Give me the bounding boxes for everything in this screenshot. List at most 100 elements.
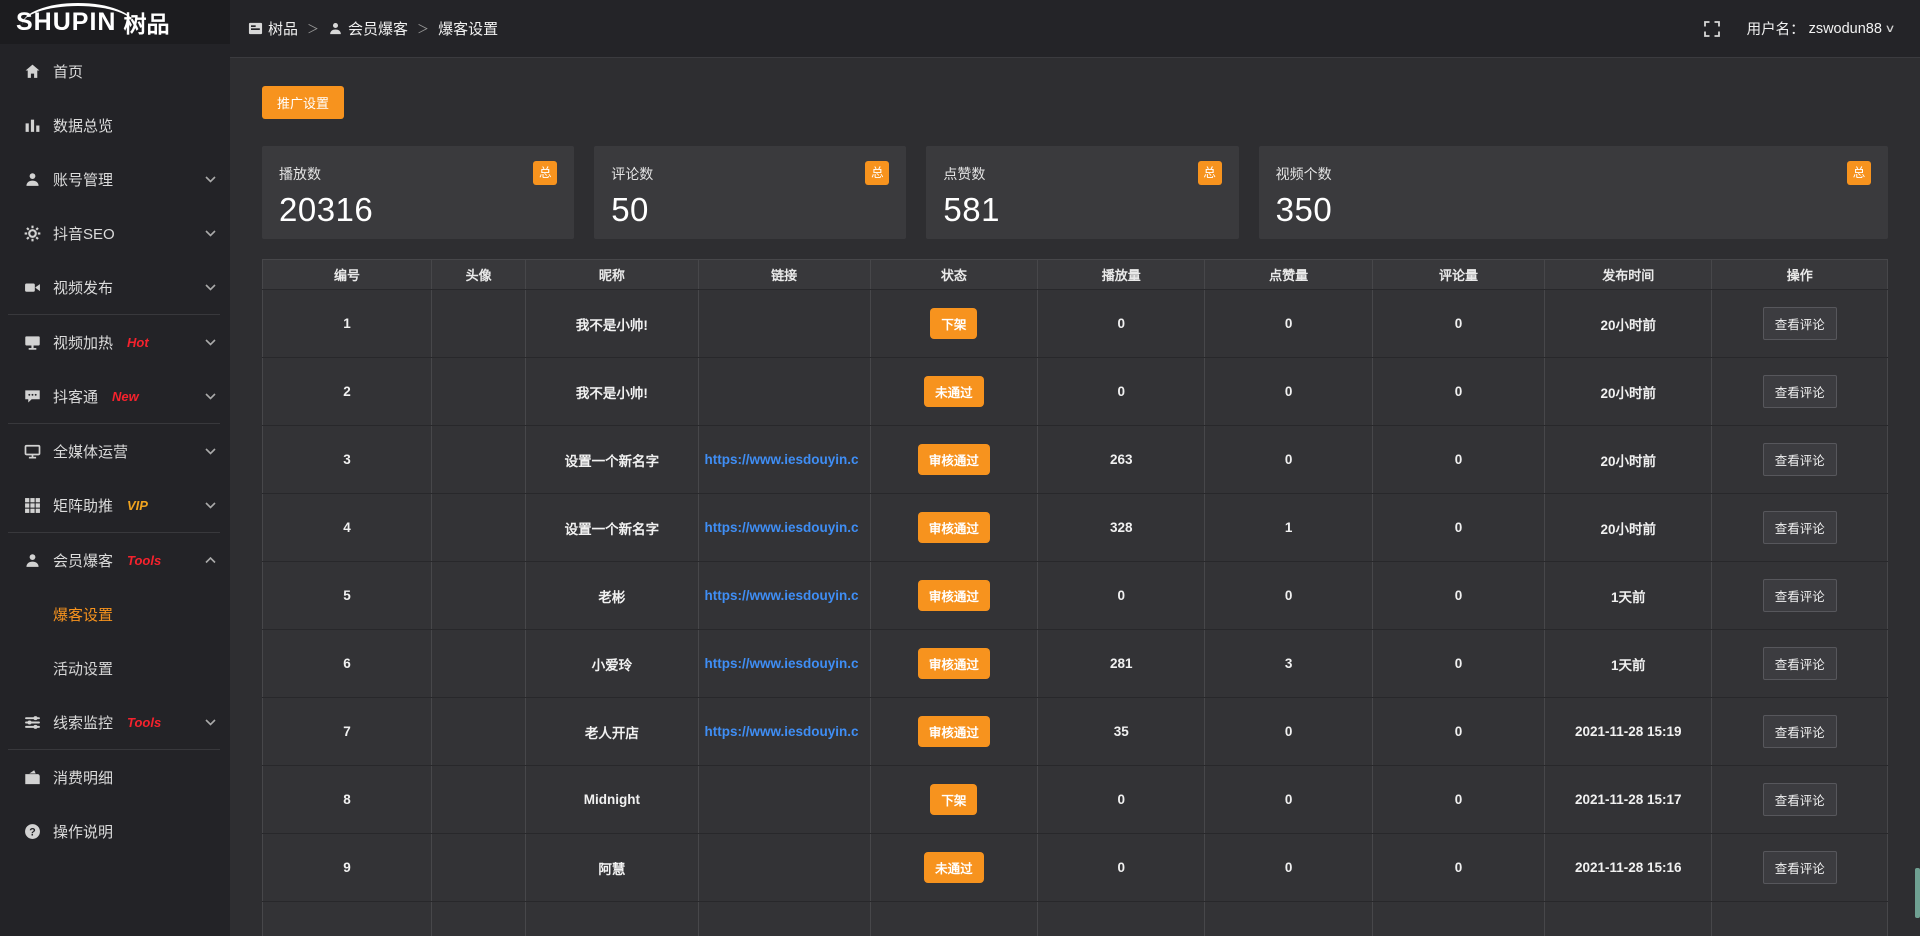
video-link[interactable]: https://www.iesdouyin.c (704, 588, 859, 603)
video-link[interactable]: https://www.iesdouyin.c (704, 520, 859, 535)
row-id: 1 (262, 289, 432, 358)
table-row: 9 阿慧 未通过 0 0 0 2021-11-28 15:16 查看评论 (262, 833, 1888, 902)
promotion-settings-button[interactable]: 推广设置 (262, 86, 345, 119)
row-plays: 0 (1037, 765, 1206, 834)
view-comments-button[interactable]: 查看评论 (1762, 375, 1837, 408)
status-badge: 审核通过 (917, 580, 990, 611)
row-plays (1037, 901, 1206, 936)
view-comments-button[interactable]: 查看评论 (1762, 647, 1837, 680)
sidebar-item-label: 账号管理 (53, 171, 114, 189)
view-comments-button[interactable]: 查看评论 (1762, 579, 1837, 612)
sidebar-item-consumption-detail[interactable]: 消费明细 (0, 750, 230, 804)
user-menu[interactable]: 用户名： zswodun88 ∨ (1747, 18, 1896, 39)
sidebar-item-label: 视频加热 (53, 334, 114, 352)
scrollbar-thumb[interactable] (1915, 868, 1920, 918)
sidebar-item-member-baoke[interactable]: 会员爆客 Tools (0, 533, 230, 587)
sidebar-item-matrix-boost[interactable]: 矩阵助推 VIP (0, 478, 230, 532)
view-comments-button[interactable]: 查看评论 (1762, 443, 1837, 476)
breadcrumb: 树品 ＞ 会员爆客 ＞ 爆客设置 (248, 18, 498, 39)
row-comments: 0 (1372, 357, 1546, 426)
video-link[interactable]: https://www.iesdouyin.c (704, 452, 859, 467)
stat-value: 581 (943, 191, 1000, 228)
username-value: zswodun88 (1808, 20, 1882, 37)
videos-table: 编号 头像 昵称 链接 状态 播放量 点赞量 评论量 发布时间 操作 1 我不是… (262, 259, 1888, 936)
chevron-down-icon (205, 447, 216, 455)
total-badge: 总 (865, 161, 890, 185)
row-comments: 0 (1372, 289, 1546, 358)
menu-divider (8, 314, 220, 315)
sidebar-item-account-management[interactable]: 账号管理 (0, 152, 230, 206)
row-likes: 0 (1204, 765, 1373, 834)
row-id: 3 (262, 425, 432, 494)
view-comments-button[interactable]: 查看评论 (1762, 715, 1837, 748)
breadcrumb-item-current: 爆客设置 (438, 18, 498, 39)
chevron-down-icon (205, 392, 216, 400)
table-row: 查看评论 (262, 901, 1888, 936)
row-id: 6 (262, 629, 432, 698)
fullscreen-icon[interactable] (1703, 20, 1721, 38)
sidebar-item-label: 视频发布 (53, 279, 114, 297)
sidebar-item-douketong[interactable]: 抖客通 New (0, 369, 230, 423)
row-publish-time: 2021-11-28 15:17 (1544, 765, 1713, 834)
status-badge: 下架 (930, 784, 978, 815)
row-nickname: 阿慧 (525, 833, 699, 902)
row-publish-time: 1天前 (1544, 561, 1713, 630)
sidebar-item-label: 线索监控 (53, 714, 114, 732)
view-comments-button[interactable]: 查看评论 (1762, 511, 1837, 544)
sidebar-item-video-publish[interactable]: 视频发布 (0, 260, 230, 314)
table-row: 4 设置一个新名字 https://www.iesdouyin.c 审核通过 3… (262, 493, 1888, 562)
row-nickname: 小爱玲 (525, 629, 699, 698)
row-publish-time: 20小时前 (1544, 289, 1713, 358)
sidebar: SHUPIN 树品 首页 数据总览 账号管理 抖音SEO 视频发布 (0, 0, 230, 936)
gear-icon (24, 225, 41, 242)
sidebar-item-all-media[interactable]: 全媒体运营 (0, 424, 230, 478)
total-badge: 总 (1846, 161, 1871, 185)
table-row: 7 老人开店 https://www.iesdouyin.c 审核通过 35 0… (262, 697, 1888, 766)
view-comments-button[interactable]: 查看评论 (1762, 851, 1837, 884)
stat-cards: 播放数 总 20316 评论数 总 50 点赞数 总 581 (262, 146, 1888, 239)
row-publish-time: 1天前 (1544, 629, 1713, 698)
view-comments-button[interactable]: 查看评论 (1762, 307, 1837, 340)
stat-label: 播放数 (279, 166, 321, 182)
breadcrumb-separator: ＞ (307, 22, 320, 36)
table-row: 5 老彬 https://www.iesdouyin.c 审核通过 0 0 0 … (262, 561, 1888, 630)
sidebar-item-data-overview[interactable]: 数据总览 (0, 98, 230, 152)
row-likes: 0 (1204, 697, 1373, 766)
stat-label: 评论数 (611, 166, 654, 182)
sidebar-subitem-baoke-settings[interactable]: 爆客设置 (0, 587, 230, 641)
table-header-row: 编号 头像 昵称 链接 状态 播放量 点赞量 评论量 发布时间 操作 (262, 259, 1888, 290)
column-header-avatar: 头像 (431, 259, 527, 290)
tools-badge: Tools (127, 552, 162, 568)
breadcrumb-item-member-baoke[interactable]: 会员爆客 (328, 18, 408, 39)
logo: SHUPIN 树品 (0, 0, 230, 44)
menu-divider (8, 423, 220, 424)
video-link[interactable]: https://www.iesdouyin.c (704, 656, 859, 671)
sidebar-item-label: 数据总览 (53, 117, 114, 135)
row-id: 5 (262, 561, 432, 630)
sidebar-item-douyin-seo[interactable]: 抖音SEO (0, 206, 230, 260)
row-nickname: 设置一个新名字 (525, 425, 699, 494)
row-nickname: 老彬 (525, 561, 699, 630)
row-publish-time: 2021-11-28 15:16 (1544, 833, 1713, 902)
sidebar-item-instructions[interactable]: ? 操作说明 (0, 804, 230, 858)
sidebar-item-label: 矩阵助推 (53, 497, 114, 515)
row-publish-time: 2021-11-28 15:19 (1544, 697, 1713, 766)
stat-card-videos: 视频个数 总 350 (1258, 146, 1888, 239)
status-badge: 审核通过 (917, 444, 990, 475)
stat-value: 50 (611, 191, 649, 228)
stat-value: 350 (1275, 191, 1333, 228)
view-comments-button[interactable]: 查看评论 (1762, 783, 1837, 816)
sidebar-subitem-activity-settings[interactable]: 活动设置 (0, 641, 230, 695)
row-comments: 0 (1372, 561, 1546, 630)
video-link[interactable]: https://www.iesdouyin.c (704, 724, 859, 739)
sidebar-subitem-label: 爆客设置 (53, 606, 114, 624)
stat-card-comments: 评论数 总 50 (594, 146, 907, 239)
sidebar-item-home[interactable]: 首页 (0, 44, 230, 98)
breadcrumb-item-home[interactable]: 树品 (248, 18, 298, 39)
column-header-comments: 评论量 (1372, 259, 1546, 290)
user-icon (24, 171, 41, 188)
total-badge: 总 (533, 161, 558, 185)
sidebar-item-clue-monitor[interactable]: 线索监控 Tools (0, 695, 230, 749)
row-publish-time: 20小时前 (1544, 357, 1713, 426)
sidebar-item-video-heating[interactable]: 视频加热 Hot (0, 315, 230, 369)
